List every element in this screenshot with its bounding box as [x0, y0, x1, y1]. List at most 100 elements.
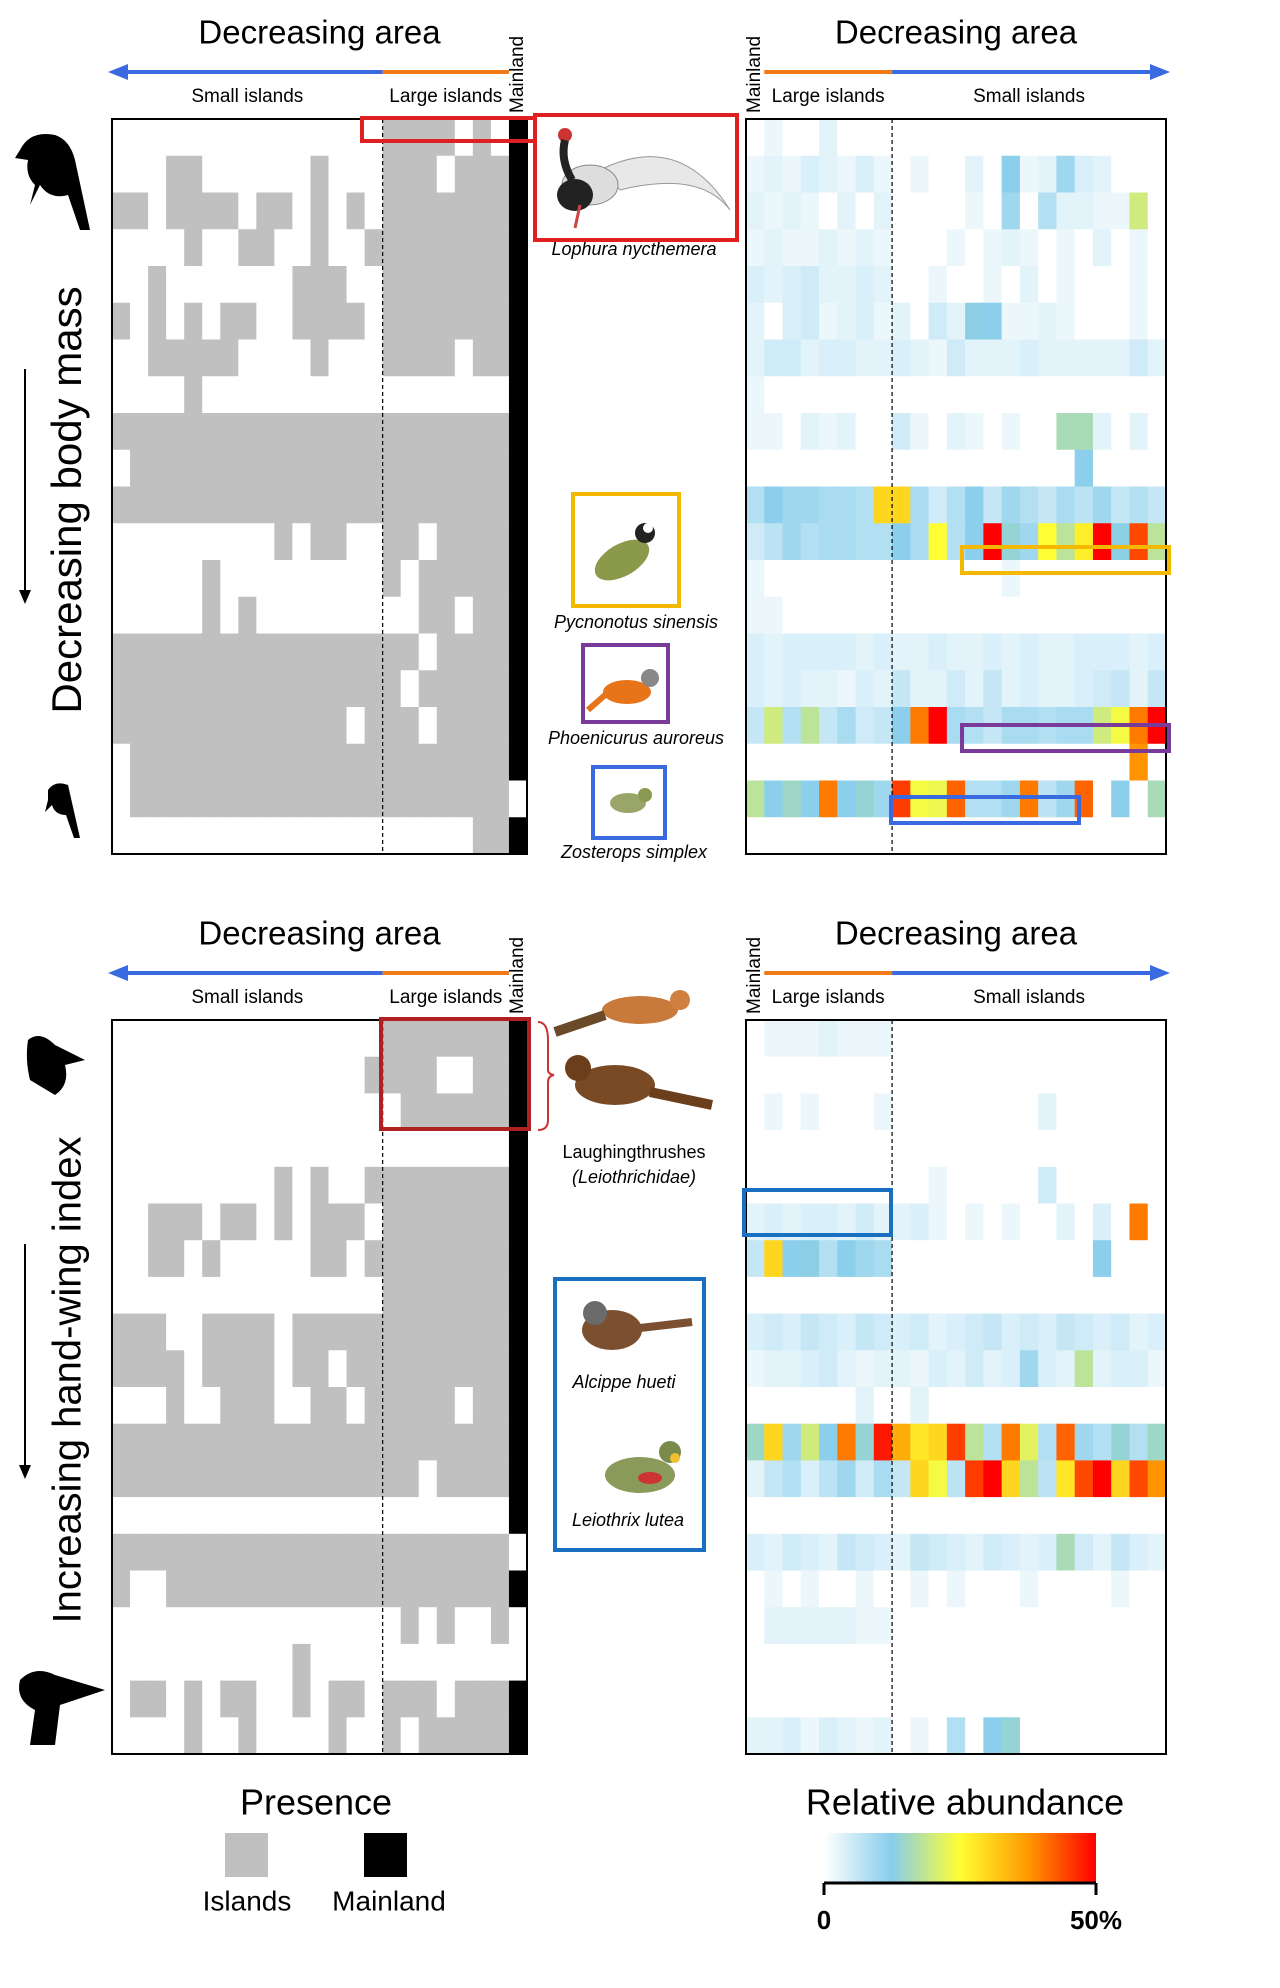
heatmap-cell	[873, 1680, 893, 1718]
heatmap-cell	[892, 1570, 911, 1608]
heatmap-cell	[764, 1717, 783, 1755]
heatmap-cell	[490, 1056, 510, 1094]
heatmap-cell	[1074, 192, 1094, 230]
heatmap-cell	[873, 413, 893, 451]
heatmap-cell	[855, 1240, 875, 1278]
heatmap-cell	[983, 1570, 1003, 1608]
heatmap-cell	[1147, 1643, 1167, 1681]
heatmap-cell	[873, 560, 893, 598]
heatmap-cell	[256, 817, 275, 855]
heatmap-cell	[400, 670, 420, 708]
heatmap-cell	[819, 817, 838, 855]
heatmap-cell	[1038, 1533, 1057, 1571]
heatmap-cell	[800, 707, 820, 745]
heatmap-cell	[1074, 1056, 1094, 1094]
heatmap-cell	[310, 1276, 329, 1314]
heatmap-cell	[256, 707, 275, 745]
heatmap-cell	[328, 302, 347, 340]
heatmap-cell	[346, 523, 366, 561]
heatmap-cell	[1019, 1570, 1039, 1608]
heatmap-cell	[274, 449, 293, 487]
heatmap-cell	[148, 1717, 167, 1755]
heatmap-cell	[892, 413, 911, 451]
heatmap-cell	[292, 155, 311, 193]
heatmap-cell	[436, 413, 456, 451]
heatmap-cell	[274, 1166, 293, 1204]
heatmap-cell	[800, 1570, 820, 1608]
heatmap-cell	[472, 1570, 492, 1608]
heatmap-cell	[819, 266, 838, 304]
legend-title: Relative abundance	[806, 1782, 1124, 1823]
heatmap-cell	[928, 413, 948, 451]
heatmap-cell	[1147, 1607, 1167, 1645]
heatmap-cell	[364, 817, 384, 855]
heatmap-cell	[454, 817, 474, 855]
heatmap-cell	[855, 229, 875, 267]
heatmap-cell	[837, 523, 856, 561]
heatmap-cell	[1074, 486, 1094, 524]
heatmap-cell	[892, 1643, 911, 1681]
heatmap-cell	[1019, 192, 1039, 230]
heatmap-cell	[837, 229, 856, 267]
heatmap-cell	[910, 1240, 930, 1278]
heatmap-cell	[764, 707, 783, 745]
group-label: Small islands	[973, 987, 1085, 1008]
heatmap-cell	[454, 523, 474, 561]
heatmap-cell	[855, 670, 875, 708]
heatmap-cell	[746, 376, 765, 414]
heatmap-cell	[202, 1313, 221, 1351]
heatmap-cell	[382, 1240, 402, 1278]
heatmap-cell	[764, 633, 783, 671]
heatmap-cell	[202, 1533, 221, 1571]
heatmap-cell	[328, 1497, 347, 1535]
heatmap-cell	[1129, 1166, 1149, 1204]
heatmap-cell	[892, 707, 911, 745]
heatmap-cell	[1129, 449, 1149, 487]
heatmap-cell	[508, 1497, 528, 1535]
heatmap-cell	[1111, 1387, 1130, 1425]
heatmap-cell	[800, 1203, 820, 1241]
heatmap-cell	[892, 339, 911, 377]
heatmap-cell	[472, 1350, 492, 1388]
heatmap-cell	[220, 1276, 239, 1314]
heatmap-cell	[1129, 376, 1149, 414]
heatmap-cell	[1056, 1313, 1076, 1351]
heatmap-cell	[983, 1497, 1003, 1535]
heatmap-cell	[782, 1533, 802, 1571]
heatmap-cell	[346, 1680, 366, 1718]
heatmap-cell	[400, 119, 420, 157]
heatmap-cell	[166, 1387, 185, 1425]
heatmap-cell	[274, 486, 293, 524]
heatmap-cell	[202, 413, 221, 451]
heatmap-cell	[892, 1203, 911, 1241]
heatmap-cell	[166, 1056, 185, 1094]
heatmap-cell	[382, 633, 402, 671]
heatmap-cell	[1129, 1680, 1149, 1718]
heatmap-cell	[346, 192, 366, 230]
heatmap-cell	[238, 119, 257, 157]
heatmap-cell	[256, 119, 275, 157]
heatmap-cell	[983, 1607, 1003, 1645]
heatmap-cell	[292, 339, 311, 377]
heatmap-cell	[819, 1203, 838, 1241]
heatmap-cell	[800, 1387, 820, 1425]
heatmap-cell	[873, 1130, 893, 1168]
heatmap-cell	[892, 1717, 911, 1755]
heatmap-cell	[1111, 1423, 1130, 1461]
heatmap-cell	[910, 119, 930, 157]
heatmap-cell	[965, 1497, 984, 1535]
heatmap-cell	[130, 192, 149, 230]
heatmap-cell	[418, 1240, 438, 1278]
heatmap-cell	[274, 229, 293, 267]
heatmap-cell	[400, 780, 420, 818]
heatmap-cell	[256, 1056, 275, 1094]
heatmap-cell	[819, 1276, 838, 1314]
heatmap-cell	[490, 1240, 510, 1278]
heatmap-cell	[1038, 780, 1057, 818]
heatmap-cell	[364, 1130, 384, 1168]
heatmap-cell	[256, 743, 275, 781]
heatmap-cell	[965, 486, 984, 524]
heatmap-cell	[764, 1643, 783, 1681]
heatmap-cell	[274, 1497, 293, 1535]
legend-swatch	[364, 1833, 407, 1877]
